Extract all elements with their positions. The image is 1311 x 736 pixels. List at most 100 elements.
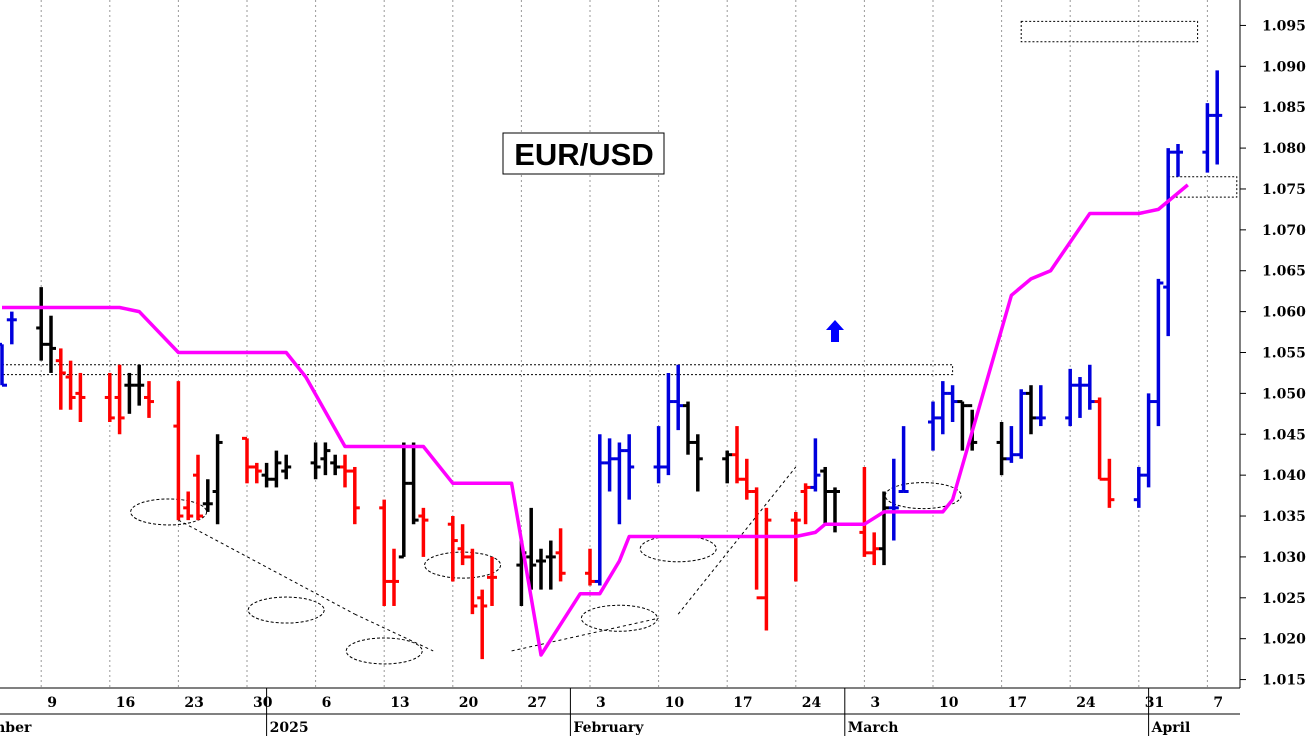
ohlc-bar: [389, 548, 399, 606]
y-tick-label: 1.090: [1262, 59, 1306, 75]
month-label: February: [573, 720, 644, 736]
ohlc-bar: [379, 499, 390, 606]
pattern-ellipse: [247, 596, 325, 624]
x-tick-label: 24: [1076, 695, 1096, 711]
ohlc-bar: [1133, 466, 1144, 508]
x-tick-label: 31: [1145, 695, 1164, 711]
resistance-zone-box: [1, 364, 954, 376]
ohlc-bar: [888, 458, 899, 541]
pattern-ellipse: [580, 604, 658, 632]
ohlc-bar: [193, 454, 203, 521]
ohlc-bar: [134, 364, 145, 406]
y-tick-label: 1.025: [1262, 591, 1306, 607]
ohlc-bar: [898, 426, 909, 493]
ohlc-bar: [879, 491, 889, 566]
ohlc-bar: [6, 311, 17, 345]
ohlc-bar: [173, 381, 184, 521]
high-zone-box: [1020, 20, 1199, 43]
trendline: [354, 613, 434, 652]
ohlc-bar: [732, 426, 742, 484]
ohlc-bar: [261, 462, 272, 488]
ohlc-bar: [1075, 377, 1085, 418]
ohlc-bar: [545, 540, 556, 590]
ohlc-bar: [1173, 144, 1183, 177]
ohlc-bar: [467, 548, 478, 615]
month-label: April: [1151, 720, 1191, 736]
ohlc-bar: [0, 342, 7, 387]
month-label: 2025: [270, 720, 309, 736]
trendline: [511, 617, 659, 652]
ohlc-bar: [800, 483, 811, 525]
ohlc-bar: [418, 507, 429, 557]
ohlc-bar: [1026, 385, 1036, 435]
ohlc-bar: [124, 372, 135, 414]
x-tick-label: 27: [527, 695, 546, 711]
grid-lines: [40, 0, 1208, 688]
ohlc-bar: [1143, 393, 1154, 488]
ohlc-bar: [751, 487, 762, 600]
ohlc-bar: [349, 466, 360, 525]
annotation-layer: [1, 20, 1238, 665]
ohlc-bar: [526, 507, 537, 590]
ohlc-bar: [1212, 70, 1223, 165]
x-tick-label: 30: [253, 695, 273, 711]
ohlc-bar: [340, 454, 350, 488]
y-tick-label: 1.020: [1262, 632, 1306, 648]
ohlc-bar: [202, 479, 213, 512]
y-tick-label: 1.075: [1262, 182, 1306, 198]
ohlc-bar: [683, 401, 693, 455]
x-tick-label: 3: [870, 695, 880, 711]
ohlc-bar: [75, 372, 86, 422]
y-tick-label: 1.040: [1262, 468, 1306, 484]
ohlc-bar: [1202, 103, 1213, 173]
ohlc-bar: [447, 516, 458, 582]
ohlc-bar: [810, 438, 821, 492]
ohlc-bar: [820, 466, 831, 525]
y-tick-label: 1.095: [1262, 18, 1306, 34]
x-tick-label: 20: [459, 695, 479, 711]
ohlc-bar: [144, 381, 154, 418]
pattern-ellipse: [130, 498, 208, 526]
annotation-front-layer: [826, 320, 844, 343]
ohlc-bar: [996, 422, 1007, 476]
ohlc-bar: [692, 434, 703, 492]
ohlc-bar: [1035, 385, 1046, 427]
ohlc-bar: [653, 426, 664, 484]
ohlc-bar: [624, 434, 635, 500]
ohlc-bar: [957, 400, 968, 451]
ohlc-bar: [663, 372, 674, 476]
ohlc-bar: [722, 450, 733, 484]
ohlc-bar: [673, 364, 684, 431]
ohlc-bar: [869, 532, 880, 566]
ohlc-bar: [1065, 368, 1076, 427]
pattern-ellipse: [884, 482, 962, 510]
ohlc-bar: [761, 507, 772, 631]
x-tick-label: 10: [939, 695, 959, 711]
ohlc-bar: [1094, 397, 1105, 481]
title-frame: [502, 132, 665, 175]
x-tick-label: 9: [47, 695, 57, 711]
pattern-ellipse: [345, 637, 423, 665]
chart-title-box: EUR/USD: [502, 132, 665, 175]
ohlc-bar: [55, 348, 66, 410]
x-tick-label: 23: [184, 695, 203, 711]
breakout-arrow: [826, 320, 844, 343]
ohlc-bars: [0, 70, 1223, 660]
ohlc-bar: [1016, 389, 1027, 459]
ohlc-bar: [555, 528, 566, 582]
y-tick-label: 1.045: [1262, 427, 1306, 443]
y-tick-label: 1.070: [1262, 223, 1306, 239]
ohlc-bar: [604, 438, 615, 492]
ohlc-bar: [242, 436, 252, 484]
ohlc-bar: [408, 442, 419, 525]
y-tick-label: 1.060: [1262, 305, 1306, 321]
x-tick-label: 17: [733, 695, 752, 711]
y-tick-label: 1.015: [1262, 673, 1306, 689]
x-tick-label: 16: [116, 695, 135, 711]
ohlc-bar: [937, 381, 948, 435]
ohlc-bar: [183, 491, 194, 521]
ohlc-bar: [947, 385, 958, 422]
x-tick-label: 10: [665, 695, 685, 711]
ohlc-bar: [398, 442, 409, 559]
ohlc-bar: [281, 454, 292, 480]
